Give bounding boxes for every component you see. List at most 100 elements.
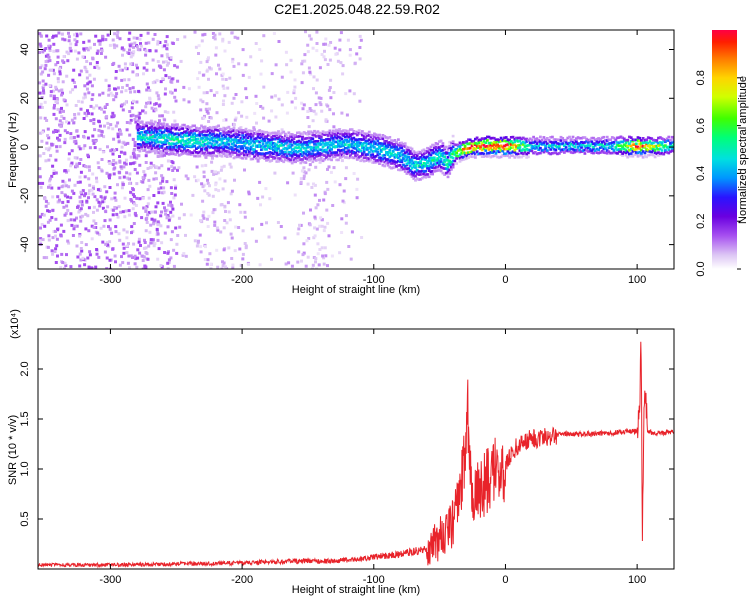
colorbar-tick-label: 0.4 xyxy=(695,166,707,181)
noise-cell xyxy=(280,128,284,132)
ridge-cell xyxy=(634,148,638,151)
ridge-cell xyxy=(609,142,612,145)
noise-cell xyxy=(134,204,138,207)
ridge-cell xyxy=(667,135,671,139)
noise-cell xyxy=(112,114,116,118)
ridge-cell xyxy=(318,136,321,140)
ridge-cell xyxy=(220,137,224,141)
ridge-cell xyxy=(563,148,566,151)
ridge-cell xyxy=(564,140,568,144)
ridge-cell xyxy=(251,144,255,147)
ridge-cell xyxy=(386,141,390,145)
noise-cell xyxy=(145,61,149,65)
noise-cell xyxy=(299,177,303,181)
noise-cell xyxy=(63,141,67,145)
ridge-cell xyxy=(289,154,292,157)
noise-cell xyxy=(320,224,324,228)
noise-cell xyxy=(272,32,276,35)
ridge-cell xyxy=(362,132,366,135)
ridge-cell xyxy=(242,153,246,157)
ridge-cell xyxy=(547,145,551,149)
ridge-cell xyxy=(487,151,491,155)
ridge-cell xyxy=(138,132,142,135)
ridge-cell xyxy=(266,158,270,161)
ridge-cell xyxy=(277,147,280,150)
noise-cell xyxy=(63,181,67,185)
ridge-cell xyxy=(224,142,227,145)
ridge-cell xyxy=(325,156,328,159)
ridge-cell xyxy=(521,148,525,151)
noise-cell xyxy=(208,107,211,111)
noise-cell xyxy=(118,68,122,72)
ridge-cell xyxy=(420,163,424,167)
noise-cell xyxy=(224,210,227,213)
ridge-cell xyxy=(554,144,558,148)
noise-cell xyxy=(176,38,180,41)
ridge-cell xyxy=(462,148,465,151)
ridge-cell xyxy=(422,148,426,152)
noise-cell xyxy=(62,116,66,120)
ridge-cell xyxy=(311,160,315,164)
noise-cell xyxy=(63,137,67,141)
ridge-cell xyxy=(184,134,188,138)
noise-cell xyxy=(193,175,197,179)
ridge-cell xyxy=(585,149,588,152)
ridge-cell xyxy=(148,138,152,141)
x-tick-label: -300 xyxy=(99,574,121,586)
ridge-cell xyxy=(646,142,650,145)
noise-cell xyxy=(79,219,83,223)
noise-cell xyxy=(86,214,90,218)
ridge-cell xyxy=(258,156,262,160)
ridge-cell xyxy=(217,147,220,150)
ridge-cell xyxy=(236,141,239,144)
ridge-cell xyxy=(326,151,330,155)
noise-cell xyxy=(126,141,130,145)
ridge-cell xyxy=(364,132,368,136)
noise-cell xyxy=(63,261,67,265)
noise-cell xyxy=(348,48,352,52)
ridge-cell xyxy=(412,174,416,177)
ridge-cell xyxy=(301,135,304,138)
noise-cell xyxy=(232,96,236,100)
noise-cell xyxy=(270,95,274,99)
noise-cell xyxy=(128,44,132,48)
ridge-cell xyxy=(427,164,431,168)
ridge-cell xyxy=(610,151,614,155)
noise-cell xyxy=(116,132,120,136)
ridge-cell xyxy=(210,129,214,133)
ridge-cell xyxy=(181,123,185,127)
noise-cell xyxy=(124,158,128,162)
noise-cell xyxy=(120,145,124,149)
ridge-cell xyxy=(569,142,573,146)
ridge-cell xyxy=(150,149,154,153)
noise-cell xyxy=(131,101,134,105)
ridge-cell xyxy=(268,142,272,145)
noise-cell xyxy=(127,254,131,258)
ridge-cell xyxy=(148,144,152,147)
ridge-cell xyxy=(152,149,155,153)
noise-cell xyxy=(222,261,226,265)
noise-cell xyxy=(214,170,217,174)
ridge-cell xyxy=(282,130,286,134)
noise-cell xyxy=(331,204,335,207)
ridge-cell xyxy=(236,135,239,139)
ridge-cell xyxy=(179,149,183,153)
noise-cell xyxy=(54,117,58,121)
noise-cell xyxy=(87,206,91,210)
noise-cell xyxy=(230,31,234,35)
ridge-cell xyxy=(328,146,332,150)
ridge-cell xyxy=(186,134,190,138)
ridge-cell xyxy=(391,154,395,157)
ridge-cell xyxy=(491,155,494,158)
noise-cell xyxy=(87,39,91,43)
ridge-cell xyxy=(352,151,356,154)
ridge-cell xyxy=(290,133,294,136)
noise-cell xyxy=(120,90,124,94)
noise-cell xyxy=(46,53,50,57)
ridge-cell xyxy=(239,152,243,156)
noise-cell xyxy=(72,136,76,139)
noise-cell xyxy=(97,128,101,132)
noise-cell xyxy=(206,178,209,182)
ridge-cell xyxy=(306,143,309,146)
ridge-cell xyxy=(282,155,286,159)
